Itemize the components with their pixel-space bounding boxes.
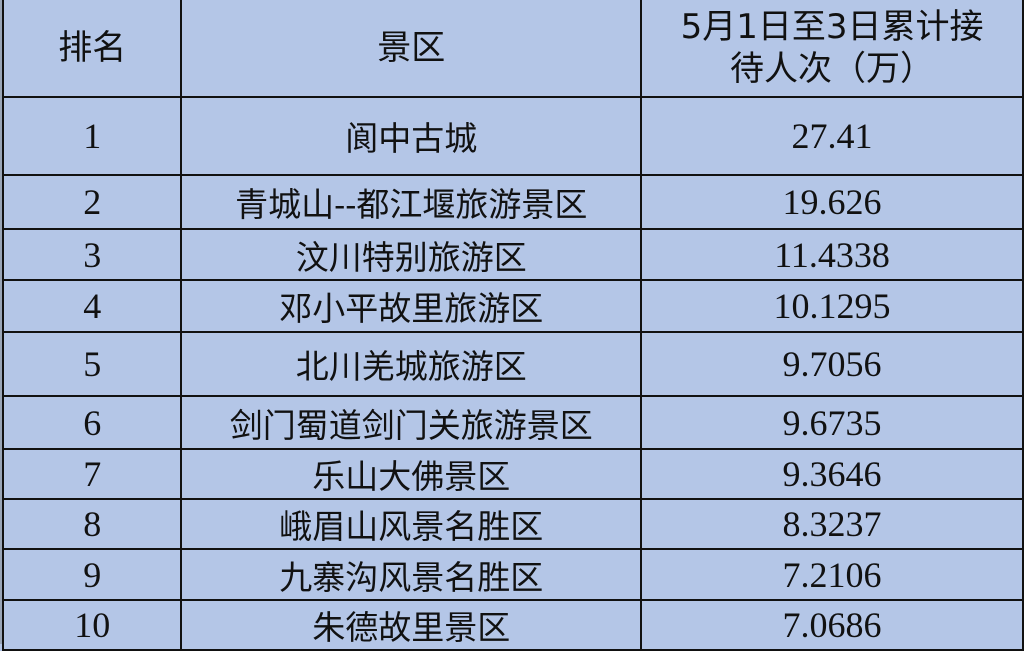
value-cell: 10.1295 (640, 279, 1024, 333)
value-cell: 9.3646 (640, 448, 1024, 500)
table-row: 6 剑门蜀道剑门关旅游景区 9.6735 (1, 395, 1024, 450)
header-row: 排名 景区 5月1日至3日累计接 待人次（万） (1, 0, 1024, 98)
rank-cell: 1 (1, 96, 183, 176)
rank-cell: 2 (1, 174, 183, 230)
name-cell: 朱德故里景区 (180, 599, 643, 651)
table-row: 4 邓小平故里旅游区 10.1295 (1, 279, 1024, 333)
table-row: 1 阆中古城 27.41 (1, 96, 1024, 176)
header-rank: 排名 (1, 0, 183, 98)
table-row: 10 朱德故里景区 7.0686 (1, 599, 1024, 651)
rank-cell: 6 (1, 395, 183, 450)
name-cell: 剑门蜀道剑门关旅游景区 (180, 395, 643, 450)
name-cell: 乐山大佛景区 (180, 448, 643, 500)
value-cell: 8.3237 (640, 498, 1024, 550)
value-cell: 7.0686 (640, 599, 1024, 651)
rank-cell: 9 (1, 548, 183, 601)
value-cell: 9.6735 (640, 395, 1024, 450)
rank-cell: 3 (1, 228, 183, 281)
name-cell: 九寨沟风景名胜区 (180, 548, 643, 601)
table-row: 5 北川羌城旅游区 9.7056 (1, 331, 1024, 397)
name-cell: 青城山--都江堰旅游景区 (180, 174, 643, 230)
header-value-line1: 5月1日至3日累计接 (680, 7, 984, 47)
header-name: 景区 (180, 0, 643, 98)
rank-cell: 4 (1, 279, 183, 333)
name-cell: 汶川特别旅游区 (180, 228, 643, 281)
name-cell: 北川羌城旅游区 (180, 331, 643, 397)
value-cell: 27.41 (640, 96, 1024, 176)
value-cell: 9.7056 (640, 331, 1024, 397)
rank-cell: 8 (1, 498, 183, 550)
rank-cell: 5 (1, 331, 183, 397)
table-row: 8 峨眉山风景名胜区 8.3237 (1, 498, 1024, 550)
header-value: 5月1日至3日累计接 待人次（万） (640, 0, 1024, 98)
name-cell: 阆中古城 (180, 96, 643, 176)
rank-cell: 7 (1, 448, 183, 500)
table-row: 2 青城山--都江堰旅游景区 19.626 (1, 174, 1024, 230)
table-row: 3 汶川特别旅游区 11.4338 (1, 228, 1024, 281)
value-cell: 19.626 (640, 174, 1024, 230)
name-cell: 邓小平故里旅游区 (180, 279, 643, 333)
table-row: 7 乐山大佛景区 9.3646 (1, 448, 1024, 500)
value-cell: 7.2106 (640, 548, 1024, 601)
header-value-line2: 待人次（万） (730, 49, 935, 89)
value-cell: 11.4338 (640, 228, 1024, 281)
table-row: 9 九寨沟风景名胜区 7.2106 (1, 548, 1024, 601)
name-cell: 峨眉山风景名胜区 (180, 498, 643, 550)
rank-cell: 10 (1, 599, 183, 651)
sheet-edge (0, 0, 2, 644)
